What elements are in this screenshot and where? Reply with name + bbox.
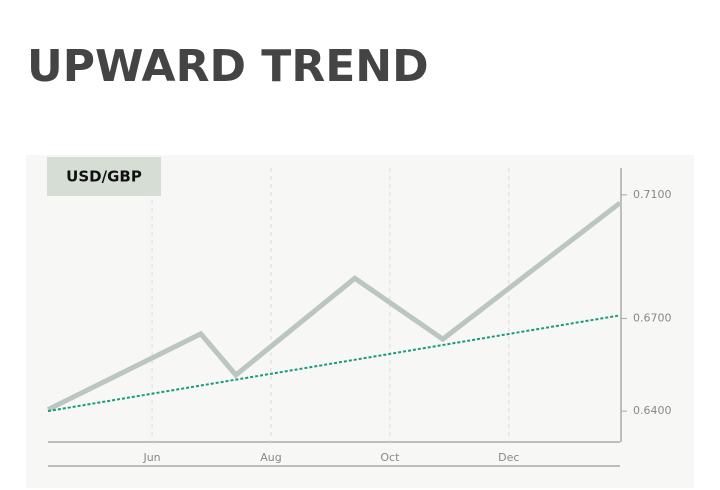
pair-label: USD/GBP	[66, 168, 142, 186]
x-tick-label: Aug	[260, 451, 281, 464]
x-tick-label: Oct	[380, 451, 400, 464]
y-tick-label: 0.7100	[633, 188, 672, 201]
label-box	[47, 157, 161, 196]
y-tick-label: 0.6400	[633, 404, 672, 417]
chart-title: UPWARD TREND	[27, 41, 429, 92]
series-line	[46, 200, 622, 412]
x-tick-label: Dec	[498, 451, 519, 464]
plot-panel	[26, 155, 694, 488]
series-line	[47, 314, 621, 413]
x-tick-label: Jun	[142, 451, 160, 464]
y-tick-label: 0.6700	[633, 311, 672, 324]
